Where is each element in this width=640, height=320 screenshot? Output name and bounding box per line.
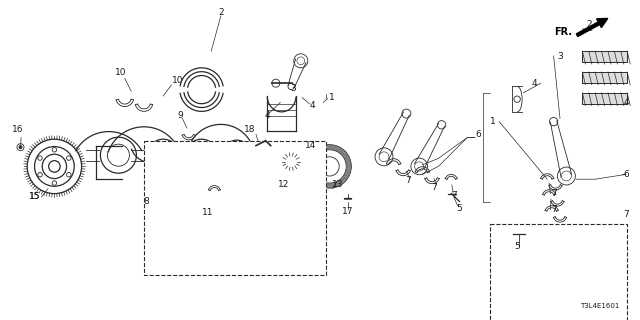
FancyArrow shape [576, 19, 608, 36]
Text: 7: 7 [406, 176, 411, 185]
Text: 7: 7 [551, 189, 556, 198]
Text: 2: 2 [218, 8, 223, 17]
Text: 2: 2 [586, 20, 591, 28]
Bar [582, 72, 627, 83]
Text: 8: 8 [143, 197, 148, 206]
Bar [582, 51, 627, 62]
Text: 13: 13 [332, 180, 343, 188]
Text: 4: 4 [310, 101, 315, 110]
Text: 7: 7 [431, 183, 436, 192]
Text: FR.: FR. [554, 27, 572, 37]
Text: 4: 4 [623, 98, 628, 107]
Text: 4: 4 [532, 79, 537, 88]
Text: 9: 9 [178, 111, 183, 120]
Text: 4: 4 [264, 111, 269, 120]
Circle shape [19, 146, 22, 149]
Text: 12: 12 [278, 180, 289, 188]
Text: 3: 3 [291, 84, 296, 92]
Bar [582, 93, 627, 104]
Text: 11: 11 [202, 208, 214, 217]
Text: T3L4E1601: T3L4E1601 [580, 303, 620, 308]
Text: 1: 1 [490, 117, 495, 126]
Text: 7: 7 [452, 191, 457, 200]
Text: 16: 16 [12, 125, 24, 134]
Text: 17: 17 [342, 207, 353, 216]
Text: 15: 15 [29, 192, 41, 201]
Text: 5: 5 [515, 242, 520, 251]
Bar [490, 224, 627, 320]
Bar [144, 141, 326, 275]
Text: 7: 7 [623, 210, 628, 219]
Text: 10: 10 [172, 76, 184, 84]
Text: 15: 15 [29, 192, 41, 201]
Text: 3: 3 [557, 52, 563, 60]
Text: 18: 18 [244, 125, 255, 134]
Text: 14: 14 [305, 141, 316, 150]
Text: 6: 6 [623, 170, 628, 179]
Text: 1: 1 [329, 93, 334, 102]
Text: 6: 6 [476, 130, 481, 139]
Text: 10: 10 [115, 68, 126, 76]
Text: 7: 7 [551, 205, 556, 214]
Text: 5: 5 [457, 204, 462, 212]
